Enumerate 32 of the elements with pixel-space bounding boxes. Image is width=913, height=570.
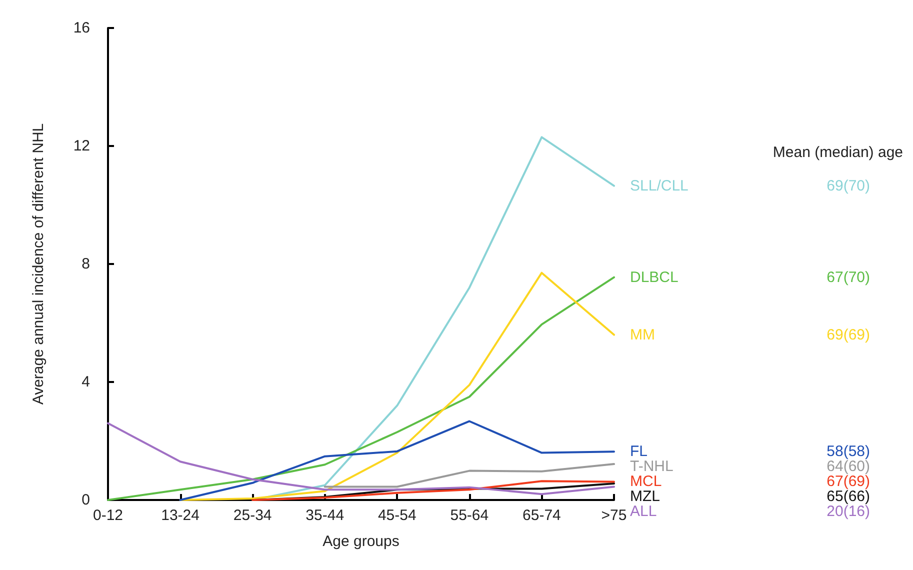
text: 67(69) <box>826 473 870 490</box>
x-tick-label: 25-34 <box>233 507 272 524</box>
y-tick-label: 12 <box>73 138 90 154</box>
x-tick-label: 35-44 <box>306 507 344 524</box>
text: 58(58) <box>826 443 870 460</box>
x-tick-label: 55-64 <box>450 507 489 524</box>
x-tick-label: 13-24 <box>161 507 200 524</box>
x-tick-label: 45-54 <box>378 507 416 524</box>
text: 69(70) <box>826 177 870 194</box>
y-tick-label: 4 <box>82 374 90 390</box>
series-label: DLBCL <box>630 268 678 286</box>
x-tick-label: >75 <box>601 507 627 524</box>
text: 64(60) <box>826 458 870 476</box>
series-label: MCL <box>630 473 662 490</box>
y-tick-label: 8 <box>82 256 90 272</box>
y-axis-title: Average annual incidence of different NHL <box>30 123 47 405</box>
x-tick-label: 0-12 <box>92 507 124 524</box>
text: 65(66) <box>826 488 870 506</box>
series-label: FL <box>630 443 648 460</box>
series-label: SLL/CLL <box>630 177 688 194</box>
text: 20(16) <box>826 503 870 520</box>
series-label: MZL <box>630 488 660 506</box>
text: 67(70) <box>826 268 870 286</box>
y-tick-label: 16 <box>73 20 90 36</box>
legend-title: Mean (median) age <box>772 144 904 161</box>
x-axis-title: Age groups <box>322 533 400 550</box>
series-label: T-NHL <box>630 458 674 476</box>
series-label: MM <box>630 326 655 344</box>
x-tick-label: 65-74 <box>522 507 561 524</box>
series-label: ALL <box>630 503 657 520</box>
y-tick-label: 0 <box>82 492 90 508</box>
text: 69(69) <box>826 326 870 344</box>
